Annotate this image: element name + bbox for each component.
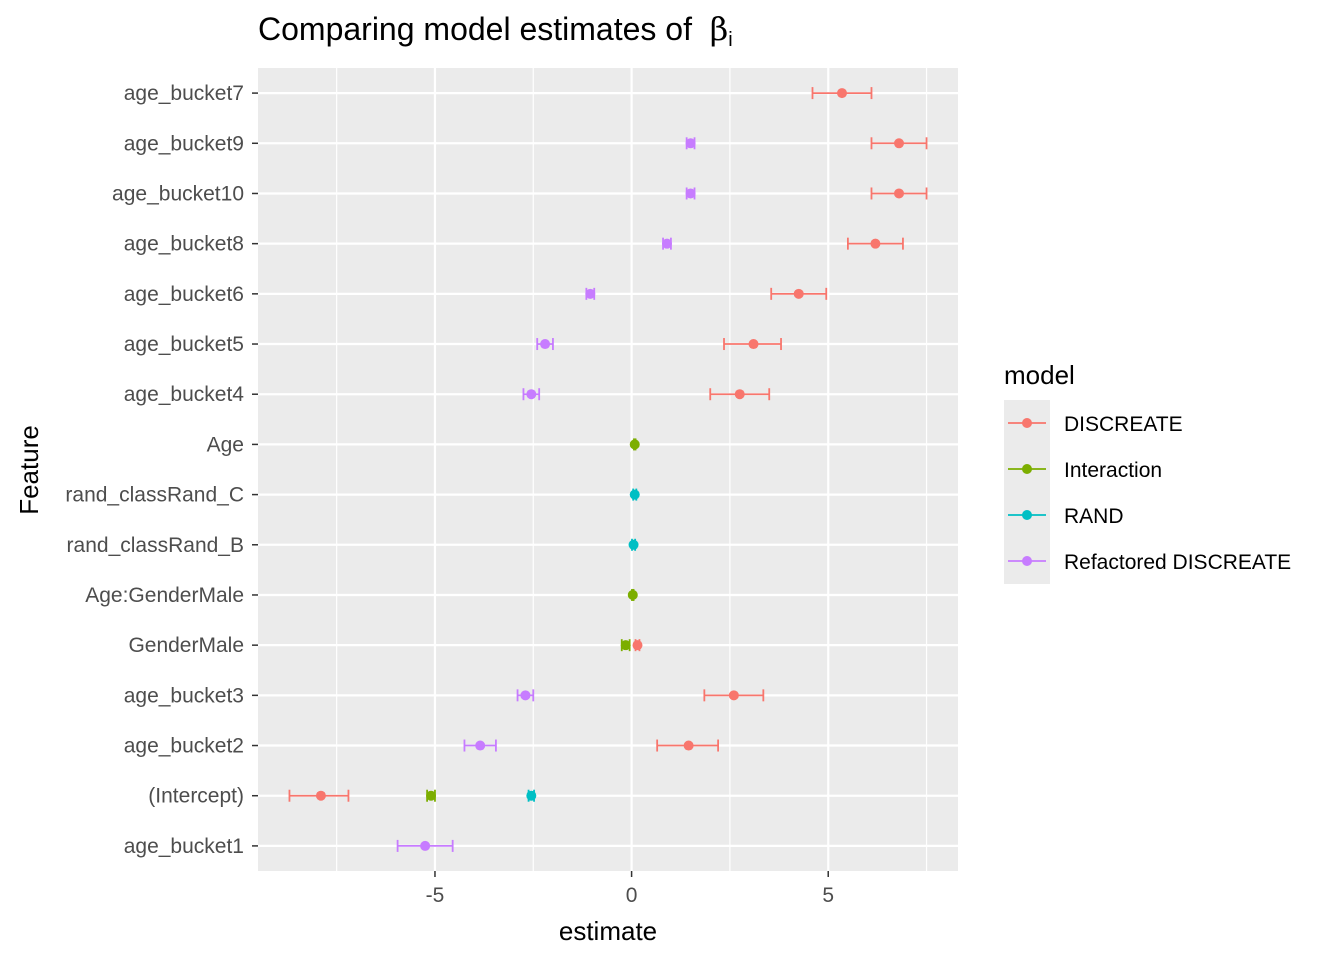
point-interaction — [426, 790, 437, 801]
point-range-rand-rand-classrand-b — [628, 538, 639, 551]
y-tick-label-age-bucket4: age_bucket4 — [124, 383, 245, 406]
y-tick-label-age-bucket10: age_bucket10 — [112, 182, 244, 205]
point-discreate — [315, 790, 326, 801]
chart-title-text: Comparing model estimates of — [258, 11, 692, 47]
y-tick-label-rand-classrand-c: rand_classRand_C — [65, 484, 244, 507]
point-interaction — [629, 439, 640, 450]
x-tick-label-5: -5 — [426, 884, 445, 907]
point-range-rand-intercept — [526, 789, 537, 802]
point-range-discreate-age-bucket5 — [723, 338, 782, 351]
point-range-interaction-age — [629, 438, 640, 451]
legend-label-refactored-discreate: Refactored DISCREATE — [1064, 551, 1291, 574]
y-tick-label-gendermale: GenderMale — [128, 634, 244, 657]
chart-title: Comparing model estimates of βi — [258, 10, 733, 52]
point-discreate — [632, 640, 643, 651]
grid-lines — [258, 68, 958, 871]
point-discreate — [894, 138, 905, 149]
y-tick-label-rand-classrand-b: rand_classRand_B — [67, 534, 244, 557]
point-discreate — [728, 690, 739, 701]
y-tick-label-age-bucket8: age_bucket8 — [124, 233, 244, 256]
plot-panel — [258, 68, 958, 871]
legend-label-discreate: DISCREATE — [1064, 413, 1183, 436]
point-range-refactored-discreate-age-bucket5 — [536, 338, 554, 351]
y-tick-label-intercept: (Intercept) — [148, 785, 244, 808]
y-tick-label-age: Age — [207, 433, 244, 456]
point-range-rand-rand-classrand-c — [629, 488, 640, 501]
y-tick-label-age-bucket7: age_bucket7 — [124, 82, 244, 105]
data-marks — [288, 87, 928, 852]
y-tick-label-age-bucket5: age_bucket5 — [124, 333, 244, 356]
point-rand — [629, 489, 640, 500]
point-refactored-discreate — [685, 138, 696, 149]
point-range-refactored-discreate-age-bucket10 — [685, 187, 696, 200]
y-tick-label-age-bucket9: age_bucket9 — [124, 132, 244, 155]
point-range-discreate-gendermale — [632, 639, 643, 652]
legend-item-rand: RAND — [1004, 492, 1124, 538]
point-range-interaction-gendermale — [620, 639, 631, 652]
legend-item-discreate: DISCREATE — [1004, 400, 1183, 446]
point-discreate — [748, 339, 759, 350]
point-rand — [526, 790, 537, 801]
point-range-discreate-age-bucket4 — [709, 388, 771, 401]
point-refactored-discreate — [526, 389, 537, 400]
point-range-refactored-discreate-age-bucket9 — [685, 137, 696, 150]
point-refactored-discreate — [475, 740, 486, 751]
x-tick-label-5: 5 — [822, 884, 834, 907]
x-tick-label-0: 0 — [626, 884, 638, 907]
legend-label-interaction: Interaction — [1064, 459, 1162, 482]
point-refactored-discreate — [685, 188, 696, 199]
point-range-discreate-age-bucket6 — [770, 287, 828, 300]
point-range-discreate-age-bucket9 — [870, 137, 928, 150]
y-tick-label-age-bucket3: age_bucket3 — [124, 684, 244, 707]
point-discreate — [870, 238, 881, 249]
point-range-refactored-discreate-age-bucket6 — [585, 287, 596, 300]
point-discreate — [836, 88, 847, 99]
x-axis-title: estimate — [559, 916, 657, 946]
point-refactored-discreate — [661, 238, 672, 249]
y-tick-label-age-bucket2: age_bucket2 — [124, 735, 244, 758]
point-range-interaction-intercept — [426, 789, 437, 802]
chart-title-subscript: i — [728, 29, 733, 51]
y-tick-labels: age_bucket7 age_bucket9 age_bucket10 age_bu… — [65, 82, 258, 858]
point-discreate — [894, 188, 905, 199]
point-range-discreate-age-bucket2 — [656, 739, 720, 752]
y-tick-label-age-bucket6: age_bucket6 — [124, 283, 244, 306]
point-discreate — [683, 740, 694, 751]
x-tick-labels: -5 0 5 — [426, 871, 834, 907]
point-interaction — [627, 589, 638, 600]
legend: DISCREATE Interaction RAND Refactored DISCR… — [1004, 400, 1291, 584]
chart-title-symbol: β — [709, 10, 729, 48]
point-range-discreate-age-bucket8 — [846, 237, 904, 250]
point-rand — [628, 539, 639, 550]
point-range-interaction-age-gendermale — [627, 588, 638, 601]
legend-item-interaction: Interaction — [1004, 446, 1162, 492]
point-range-refactored-discreate-age-bucket4 — [522, 388, 541, 401]
point-discreate — [734, 389, 745, 400]
y-tick-label-age-bucket1: age_bucket1 — [124, 835, 244, 858]
legend-key-point — [1022, 510, 1032, 520]
point-range-discreate-age-bucket10 — [870, 187, 928, 200]
legend-key-point — [1022, 556, 1032, 566]
point-range-refactored-discreate-age-bucket8 — [661, 237, 672, 250]
legend-title: model — [1004, 360, 1075, 390]
legend-label-rand: RAND — [1064, 505, 1124, 528]
legend-item-refactored-discreate: Refactored DISCREATE — [1004, 538, 1291, 584]
point-range-discreate-intercept — [288, 789, 350, 802]
point-refactored-discreate — [420, 840, 431, 851]
point-range-discreate-age-bucket3 — [703, 689, 765, 702]
point-refactored-discreate — [520, 690, 531, 701]
point-interaction — [620, 640, 631, 651]
point-refactored-discreate — [540, 339, 551, 350]
point-range-discreate-age-bucket7 — [811, 87, 873, 100]
point-range-refactored-discreate-age-bucket3 — [516, 689, 535, 702]
y-axis-title: Feature — [14, 425, 44, 515]
point-range-refactored-discreate-age-bucket2 — [463, 739, 497, 752]
legend-key-point — [1022, 464, 1032, 474]
point-discreate — [793, 288, 804, 299]
legend-key-point — [1022, 418, 1032, 428]
point-range-refactored-discreate-age-bucket1 — [396, 839, 454, 852]
point-refactored-discreate — [585, 288, 596, 299]
y-tick-label-age-gendermale: Age:GenderMale — [85, 584, 244, 607]
